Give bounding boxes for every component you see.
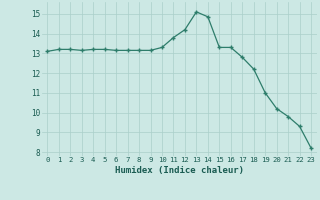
X-axis label: Humidex (Indice chaleur): Humidex (Indice chaleur) (115, 166, 244, 175)
